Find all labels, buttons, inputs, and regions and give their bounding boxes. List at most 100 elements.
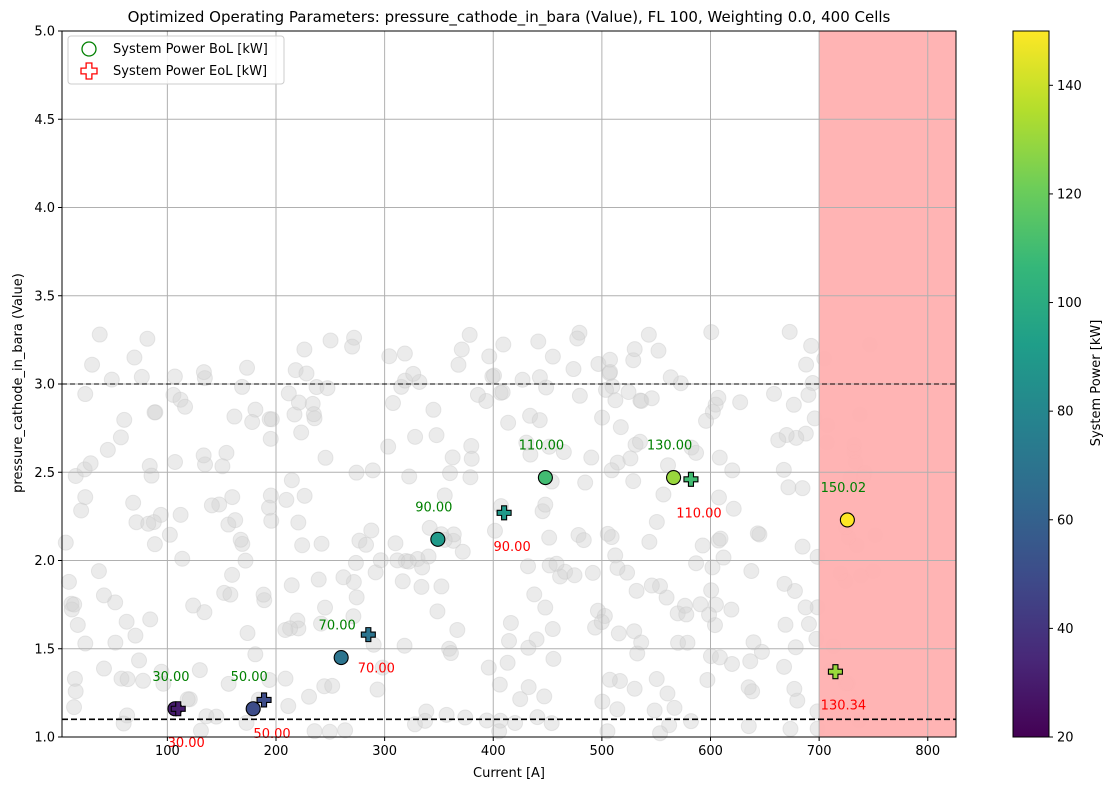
background-point	[216, 584, 233, 601]
background-point	[428, 427, 445, 444]
background-point	[177, 398, 194, 415]
background-point	[289, 612, 306, 629]
background-point	[214, 458, 231, 475]
background-point	[500, 414, 517, 431]
background-point	[116, 411, 133, 428]
background-point	[119, 671, 136, 688]
background-point	[247, 401, 264, 418]
background-point	[409, 550, 426, 567]
background-point	[602, 364, 619, 381]
background-point	[66, 670, 83, 687]
background-point	[261, 671, 278, 688]
background-point	[317, 599, 334, 616]
background-point	[298, 365, 315, 382]
background-point	[711, 649, 728, 666]
background-point	[688, 444, 705, 461]
background-point	[537, 496, 554, 513]
background-point	[583, 449, 600, 466]
background-point	[632, 392, 649, 409]
background-point	[706, 617, 723, 634]
background-point	[131, 652, 148, 669]
background-point	[146, 404, 163, 421]
background-point	[469, 386, 486, 403]
background-point	[113, 670, 130, 687]
background-point	[648, 513, 665, 530]
background-point	[789, 692, 806, 709]
background-point	[179, 691, 196, 708]
background-point	[596, 608, 613, 625]
background-point	[552, 568, 569, 585]
background-point	[337, 722, 354, 739]
background-point	[290, 620, 307, 637]
background-point	[518, 434, 535, 451]
background-point	[744, 683, 761, 700]
background-point	[345, 608, 362, 625]
background-point	[520, 558, 537, 575]
background-point	[247, 646, 264, 663]
background-point	[196, 370, 213, 387]
legend-box	[67, 35, 285, 85]
background-point	[666, 699, 683, 716]
y-tick-label: 4.0	[34, 201, 55, 216]
background-point	[740, 679, 757, 696]
background-point	[310, 571, 327, 588]
background-point	[610, 625, 627, 642]
background-point	[478, 712, 495, 729]
background-point	[283, 472, 300, 489]
background-point	[640, 326, 657, 343]
background-point	[152, 506, 169, 523]
background-point	[800, 616, 817, 633]
bol-point	[333, 650, 349, 666]
background-point	[347, 554, 364, 571]
background-point	[651, 578, 668, 595]
background-point	[261, 411, 278, 428]
background-point	[526, 586, 543, 603]
background-point	[181, 691, 198, 708]
background-point	[406, 716, 423, 733]
background-point	[407, 428, 424, 445]
background-point	[569, 330, 586, 347]
background-point	[707, 596, 724, 613]
background-point	[196, 604, 213, 621]
background-point	[544, 621, 561, 638]
background-point	[612, 419, 629, 436]
background-point	[701, 606, 718, 623]
background-point	[633, 392, 650, 409]
background-point	[211, 496, 228, 513]
background-point	[745, 634, 762, 651]
bol-label: 150.02	[821, 481, 867, 496]
background-point	[393, 378, 410, 395]
background-point	[629, 645, 646, 662]
x-tick-label: 800	[915, 744, 940, 759]
background-point	[678, 606, 695, 623]
background-point	[425, 401, 442, 418]
background-point	[751, 526, 768, 543]
background-point	[502, 614, 519, 631]
background-point	[571, 324, 588, 341]
background-point	[626, 680, 643, 697]
background-point	[191, 662, 208, 679]
background-point	[103, 371, 120, 388]
background-point	[529, 709, 546, 726]
background-point	[73, 502, 90, 519]
background-point	[255, 586, 272, 603]
background-point	[90, 563, 107, 580]
background-point	[622, 450, 639, 467]
background-point	[145, 514, 162, 531]
background-point	[777, 616, 794, 633]
background-point	[584, 564, 601, 581]
background-point	[140, 515, 157, 532]
background-point	[643, 577, 660, 594]
eol-label: 110.00	[676, 506, 722, 521]
background-point	[301, 688, 318, 705]
background-point	[694, 537, 711, 554]
x-tick-label: 300	[372, 744, 397, 759]
background-point	[698, 412, 715, 429]
background-point	[316, 678, 333, 695]
background-point	[463, 450, 480, 467]
y-axis-label: pressure_cathode_in_bara (Value)	[11, 273, 26, 493]
background-point	[429, 603, 446, 620]
background-point	[66, 596, 83, 613]
background-point	[710, 489, 727, 506]
